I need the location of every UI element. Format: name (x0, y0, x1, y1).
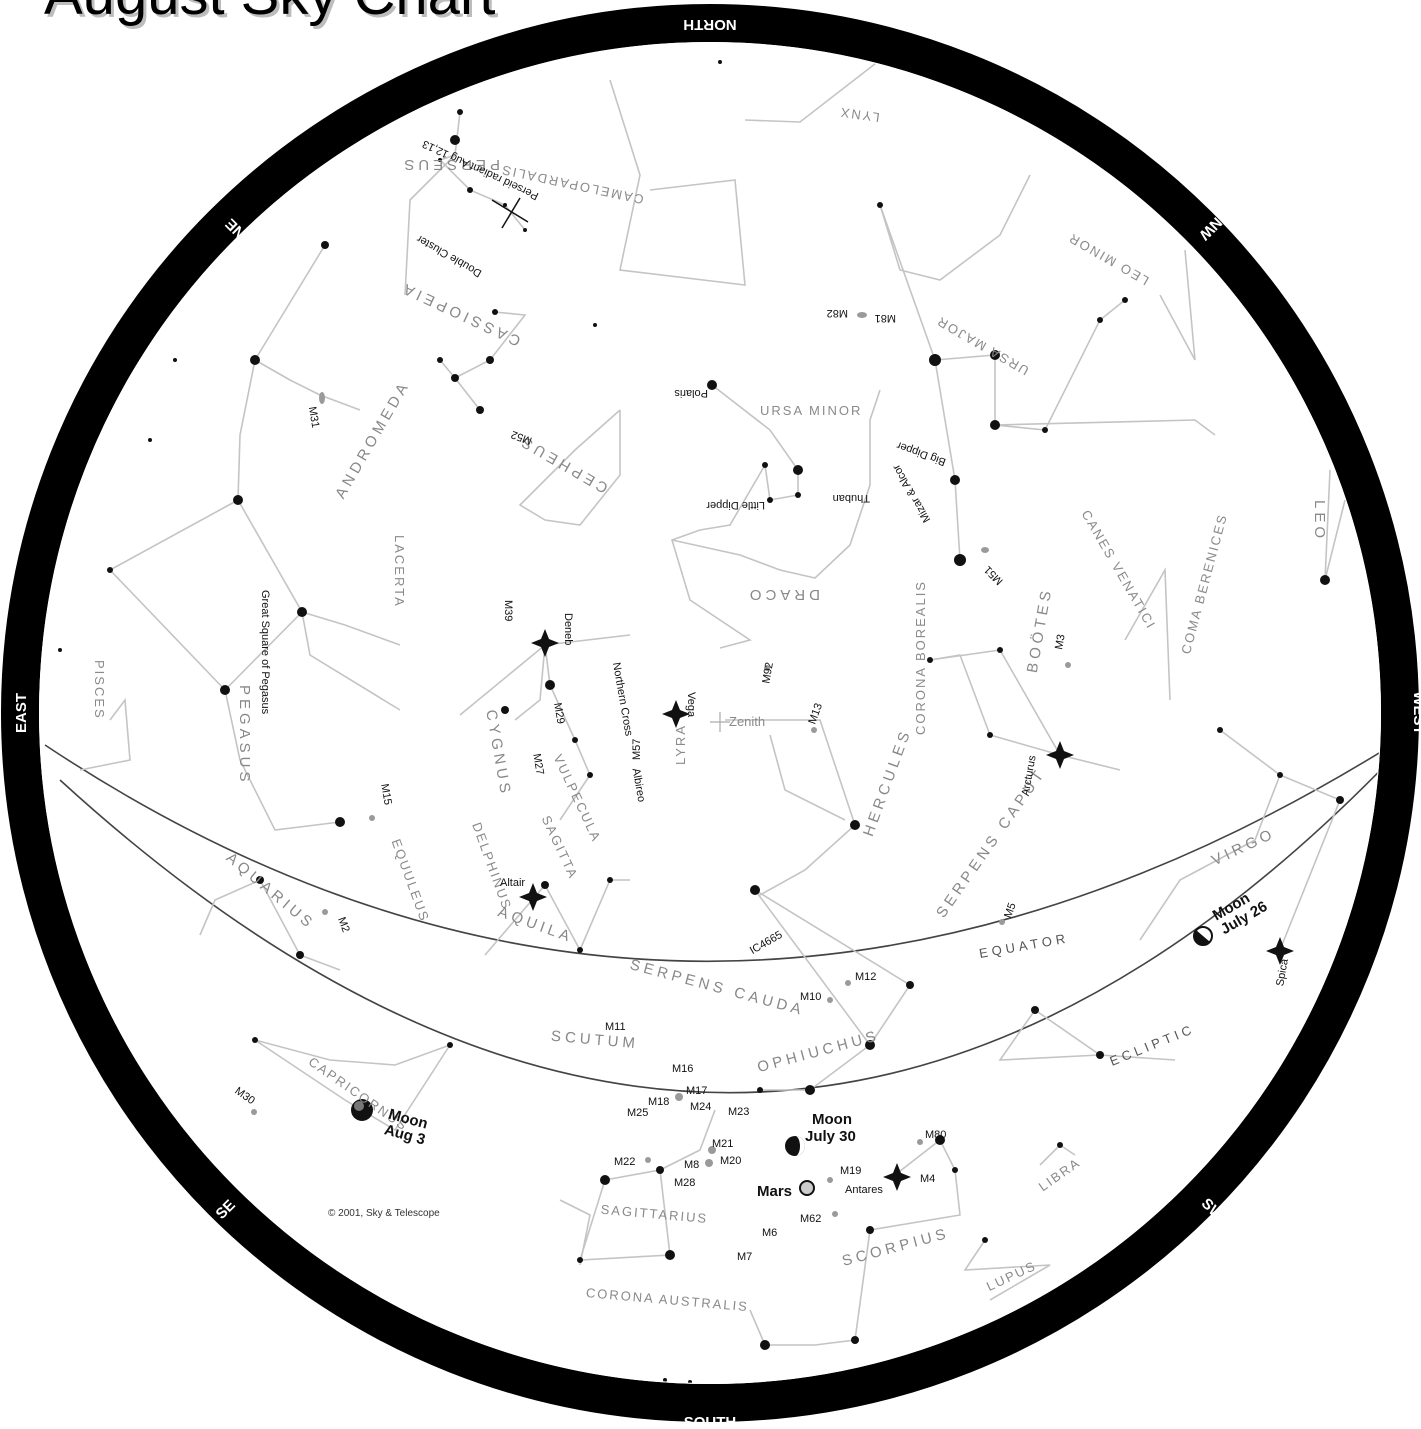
horizon-ring (1, 4, 1419, 1422)
m29-label: M29 (551, 702, 567, 725)
m81-label: M81 (875, 312, 896, 324)
moon-july30-icon (785, 1136, 805, 1156)
m82-label: M82 (827, 307, 848, 319)
m19-label: M19 (840, 1165, 861, 1177)
spica-marker (1266, 937, 1294, 965)
vega-marker (662, 700, 690, 728)
great-square-label: Great Square of Pegasus (259, 590, 271, 715)
m16-label: M16 (672, 1063, 693, 1075)
m80-label: M80 (925, 1129, 946, 1141)
deneb-label: Deneb (562, 613, 574, 645)
m22-label: M22 (614, 1156, 635, 1168)
moon-aug3-icon (351, 1099, 373, 1121)
m27-label: M27 (530, 753, 546, 776)
spica-label: Spica (1274, 957, 1291, 987)
m17-label: M17 (686, 1085, 707, 1097)
perseid-radiant-icon (491, 197, 529, 229)
m5-label: M5 (1002, 901, 1019, 919)
m39-label: M39 (502, 600, 514, 621)
m10-label: M10 (800, 991, 821, 1003)
south-label: SOUTH (684, 1414, 737, 1429)
m11-label: M11 (605, 1021, 626, 1033)
deneb-marker (531, 629, 559, 657)
pegasus-label: PEGASUS (236, 685, 253, 786)
m8-label: M8 (684, 1159, 699, 1171)
antares-label: Antares (845, 1184, 883, 1196)
m15-label: M15 (378, 783, 394, 806)
leo-label: LEO (1311, 500, 1328, 542)
ursa-minor-label: URSA MINOR (760, 403, 862, 418)
altair-label: Altair (500, 877, 525, 889)
m20-label: M20 (720, 1155, 741, 1167)
m18-label: M18 (648, 1096, 669, 1108)
arcturus-marker (1046, 741, 1074, 769)
copyright-notice: © 2001, Sky & Telescope (328, 1208, 440, 1219)
vega-label: Vega (685, 692, 697, 718)
bright-stars (519, 629, 1294, 1191)
deep-sky-labels: M31 M52 M81 M82 M51 M3 M39 M29 M27 M57 M… (232, 307, 1067, 1263)
north-label: NORTH (683, 16, 736, 33)
m23-label: M23 (728, 1106, 749, 1118)
celestial-equator (44, 739, 1380, 963)
sky-disk (39, 42, 1381, 1384)
m62-label: M62 (800, 1213, 821, 1225)
west-label: WEST (1410, 691, 1421, 734)
draco-label: DRACO (746, 586, 820, 603)
ecliptic-line (59, 749, 1380, 1094)
thuban-label: Thuban (833, 492, 870, 504)
zenith-marker (710, 712, 730, 732)
polaris-label: Polaris (674, 387, 708, 399)
antares-marker (883, 1163, 911, 1191)
m92-label: M92 (760, 661, 776, 684)
m31-label: M31 (306, 406, 322, 429)
m2-label: M2 (335, 916, 352, 934)
pisces-label: PISCES (92, 660, 107, 720)
little-dipper-label: Little Dipper (706, 499, 765, 511)
deep-sky-objects (251, 312, 1071, 1217)
perseus-label: PERSEUS (400, 156, 500, 173)
m12-label: M12 (855, 971, 876, 983)
chart-title: August Sky Chart (44, 0, 495, 24)
east-label: EAST (13, 693, 30, 733)
m6-label: M6 (762, 1227, 777, 1239)
moon-july30-label: Moon July 30 (805, 1111, 856, 1145)
lynx-label: LYNX (838, 105, 881, 126)
m28-label: M28 (674, 1177, 695, 1189)
zenith-label: Zenith (729, 714, 765, 729)
m25-label: M25 (627, 1107, 648, 1119)
mars-label: Mars (757, 1183, 792, 1200)
moon-july26-icon (1193, 926, 1213, 946)
lyra-label: LYRA (673, 724, 688, 765)
altair-marker (519, 883, 547, 911)
mars-icon (799, 1180, 815, 1196)
corona-borealis-label: CORONA BOREALIS (913, 580, 928, 735)
m24-label: M24 (690, 1101, 711, 1113)
m7-label: M7 (737, 1251, 752, 1263)
albireo-label: Albireo (630, 767, 648, 803)
star-field (58, 60, 1344, 1383)
m4-label: M4 (920, 1173, 935, 1185)
m21-label: M21 (712, 1138, 733, 1150)
lacerta-label: LACERTA (392, 535, 407, 608)
m3-label: M3 (1053, 633, 1067, 650)
m57-label: M57 (631, 739, 643, 760)
